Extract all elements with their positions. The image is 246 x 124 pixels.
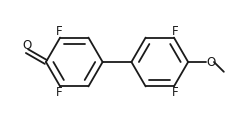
Text: F: F [172, 86, 178, 99]
Text: F: F [172, 25, 178, 38]
Text: F: F [56, 86, 62, 99]
Text: O: O [207, 56, 216, 68]
Text: O: O [22, 39, 32, 52]
Text: F: F [56, 25, 62, 38]
